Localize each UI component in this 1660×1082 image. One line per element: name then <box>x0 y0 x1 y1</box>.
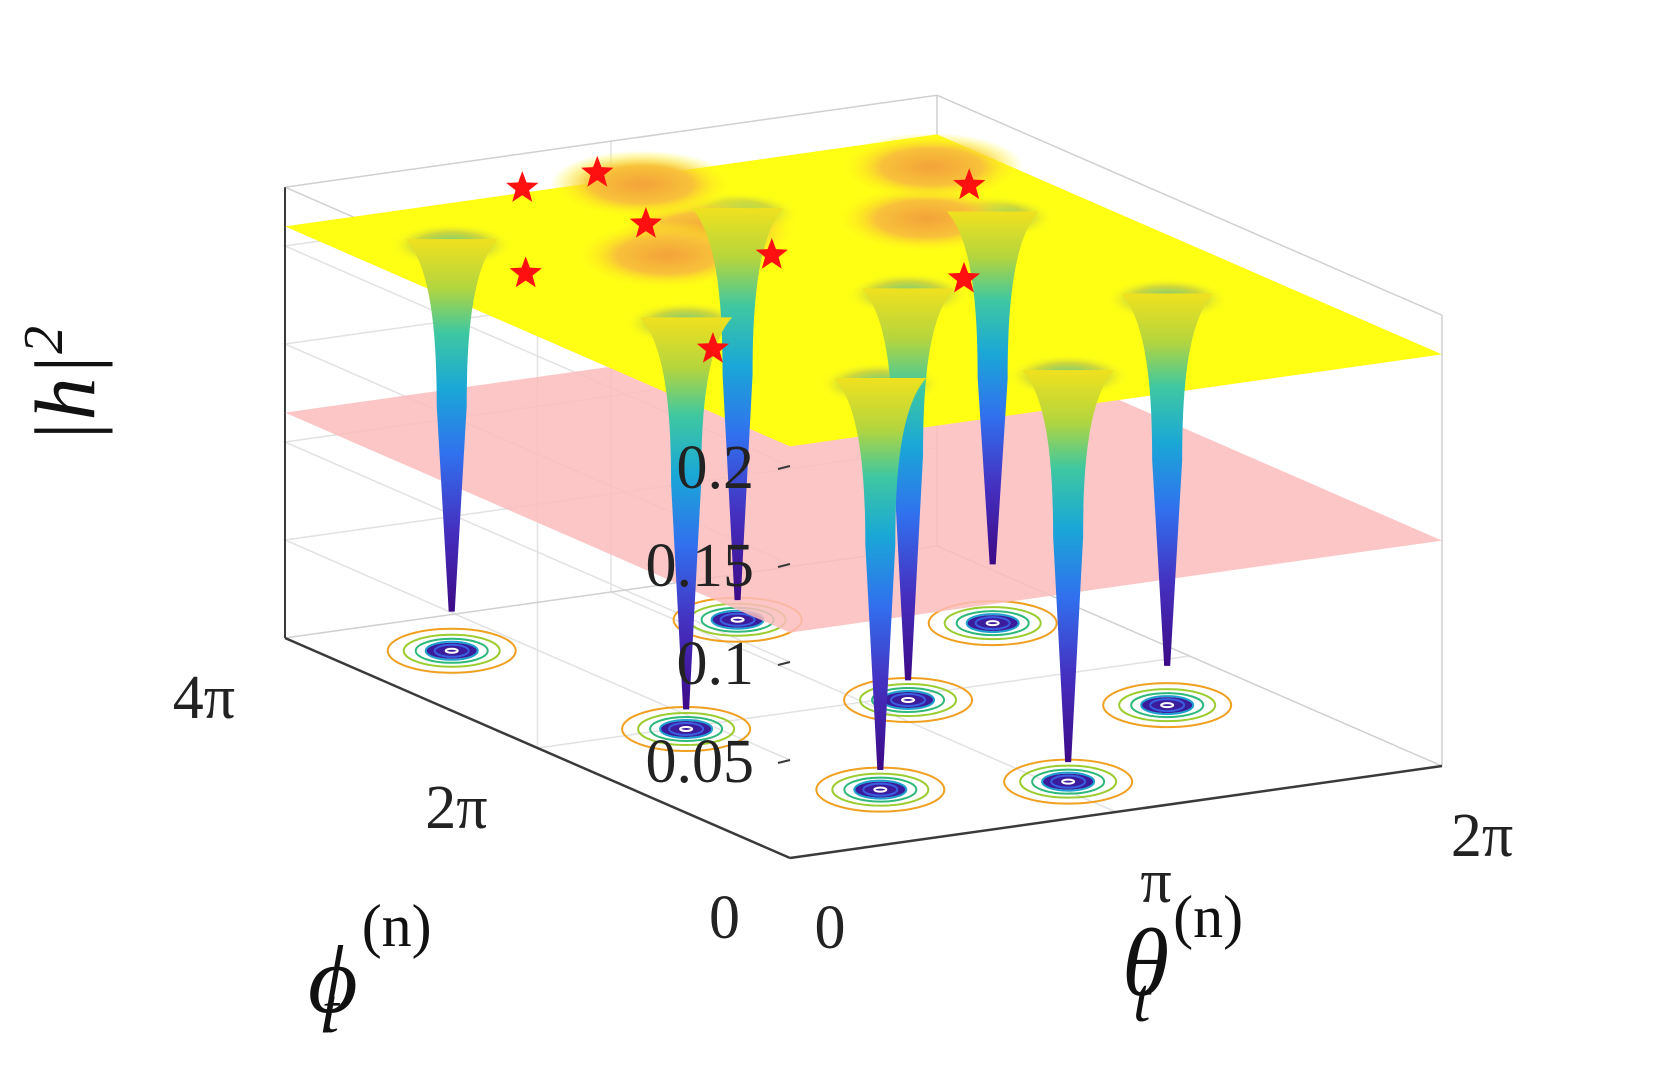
maximum-marker <box>581 155 614 187</box>
x-axis-label-main: θ <box>1122 909 1169 1016</box>
maximum-marker <box>953 168 986 200</box>
contour-ring <box>1019 764 1118 799</box>
surface-well <box>1022 370 1115 763</box>
x-axis-label: θ(n) t <box>1122 884 1243 1035</box>
maximum-marker <box>947 261 981 293</box>
z-tick-label: 0.15 <box>646 532 755 600</box>
contour-ring <box>730 616 745 623</box>
contour-ring <box>433 643 470 658</box>
maximum-marker <box>755 237 788 269</box>
svg-text:ϕ(n)t: ϕ(n) t <box>308 893 432 1046</box>
maximum-marker <box>629 207 662 238</box>
surface-well <box>862 288 955 681</box>
contour-ring <box>901 696 916 703</box>
contour-ring <box>943 606 1042 641</box>
contour-ring <box>719 612 756 627</box>
contour-ring <box>843 776 918 803</box>
surface-well <box>691 208 784 601</box>
z-tick-mark <box>777 563 791 568</box>
maximum-marker <box>509 256 542 288</box>
contour-ring <box>1041 771 1096 792</box>
contour-ring <box>637 711 736 746</box>
surface-well <box>1121 293 1214 666</box>
contour-ring <box>1149 698 1186 713</box>
contour-ring <box>402 633 501 668</box>
y-axis-label-sub: t <box>322 978 341 1046</box>
surface-well <box>834 378 927 771</box>
z-tick-mark <box>777 661 791 666</box>
y-axis-label: ϕ(n) t <box>308 893 432 1046</box>
contour-ring <box>679 725 694 732</box>
contour-ring <box>890 692 927 707</box>
contour-ring <box>1140 695 1195 716</box>
x-tick-label: 0 <box>815 894 846 962</box>
contour-ring <box>1050 774 1087 789</box>
y-axis-label-main: ϕ <box>308 926 358 1033</box>
x-axis-label-sub: t <box>1133 967 1152 1035</box>
maxima-markers <box>506 155 986 363</box>
maximum-marker <box>506 171 539 202</box>
contour-ring <box>985 620 1000 627</box>
y-tick-label: 4π <box>173 664 235 732</box>
contour-ring <box>831 772 930 807</box>
contour-ring <box>444 647 459 654</box>
box-edge <box>284 94 938 188</box>
z-tick-label: 0.2 <box>677 434 755 502</box>
contour-ring <box>668 721 705 736</box>
x-tick-label: π <box>1140 848 1171 916</box>
contour-ring <box>955 610 1030 637</box>
contour-ring <box>386 627 517 674</box>
contour-ring <box>1102 682 1233 729</box>
contour-ring <box>974 616 1011 631</box>
svg-text:|h|2: |h|2 <box>13 326 113 444</box>
contour-ring <box>659 718 714 739</box>
contour-ring <box>965 613 1020 634</box>
contour-ring <box>649 715 724 742</box>
y-tick-label: 0 <box>709 884 740 952</box>
contour-ring <box>871 686 946 713</box>
contour-ring <box>859 682 958 717</box>
z-tick-mark <box>777 465 791 470</box>
z-axis-label-sup: 2 <box>13 326 75 354</box>
y-axis-label-sup: (n) <box>362 893 432 959</box>
contour-ring <box>1031 768 1106 795</box>
shallow-dip <box>839 132 1024 201</box>
contour-ring <box>424 640 479 661</box>
contour-ring <box>1160 702 1175 709</box>
contour-ring <box>414 637 489 664</box>
y-tick-label: 2π <box>425 774 487 842</box>
z-tick-mark <box>777 759 791 764</box>
contour-ring <box>1061 778 1076 785</box>
z-tick-label: 0.1 <box>677 630 755 698</box>
svg-text:θ(n)t: θ(n) t <box>1122 884 1243 1035</box>
contour-ring <box>1118 688 1217 723</box>
contour-ring <box>853 779 908 800</box>
contour-ring <box>1130 692 1205 719</box>
surface-well <box>640 317 733 710</box>
axis-line <box>789 764 1443 860</box>
tick-labels: 0.05 0.1 0.15 0.2 0 2π 4π 0 π 2π <box>173 434 1513 962</box>
surface-wells <box>405 208 1214 771</box>
surface-well <box>946 211 1039 565</box>
z-axis-label-main: |h| <box>17 354 113 444</box>
x-axis-label-sup: (n) <box>1173 884 1243 950</box>
contour-ring <box>862 782 899 797</box>
z-axis-label: |h|2 <box>13 326 113 444</box>
z-tick-label: 0.05 <box>646 728 755 796</box>
maximum-marker <box>696 332 730 363</box>
axis-line <box>284 636 791 860</box>
contour-ring <box>873 786 888 793</box>
x-tick-label: 2π <box>1451 802 1513 870</box>
surface-well <box>405 239 498 612</box>
box-edge <box>936 94 1443 316</box>
